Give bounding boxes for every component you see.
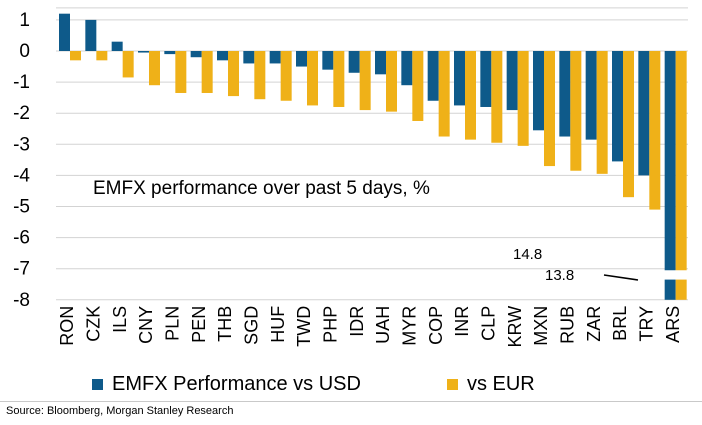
legend-item-usd: EMFX Performance vs USD: [92, 373, 361, 396]
legend-swatch-eur: [446, 378, 458, 390]
bar-eur-mxn: [544, 51, 555, 167]
axis-break: [660, 270, 691, 280]
legend: EMFX Performance vs USD vs EUR: [92, 369, 652, 399]
x-tick-label: PHP: [321, 306, 341, 343]
x-tick-label: THB: [215, 306, 235, 342]
x-tick-label: BRL: [610, 306, 630, 341]
bar-eur-twd: [307, 51, 318, 106]
y-tick-label: -2: [13, 103, 30, 124]
bar-usd-pln: [164, 51, 176, 55]
bar-eur-brl: [623, 51, 634, 198]
bar-eur-php: [333, 51, 345, 107]
bar-eur-cny: [149, 51, 160, 86]
bar-usd-ils: [111, 41, 123, 51]
annotation-leader-line: [603, 274, 639, 281]
bar-eur-uah: [386, 51, 397, 112]
bar-eur-huf: [280, 51, 292, 101]
x-tick-label: PEN: [189, 306, 209, 343]
bar-eur-sgd: [254, 51, 266, 100]
x-tick-label: ZAR: [584, 306, 604, 342]
y-tick-label: -6: [13, 228, 30, 249]
bar-usd-czk: [85, 19, 97, 51]
x-tick-label: ILS: [110, 306, 130, 333]
y-tick-label: -1: [13, 72, 30, 93]
y-tick-label: -5: [13, 197, 30, 218]
x-tick-label: CLP: [479, 306, 499, 341]
bar-usd-inr: [454, 51, 465, 106]
bar-usd-myr: [401, 51, 413, 86]
bar-usd-ron: [59, 13, 70, 51]
y-tick-label: -3: [13, 134, 30, 155]
bar-eur-try: [649, 51, 661, 210]
x-tick-label: PLN: [163, 306, 183, 341]
bar-usd-uah: [375, 51, 386, 75]
y-tick-label: -7: [13, 259, 30, 280]
chart-title: EMFX performance over past 5 days, %: [93, 178, 430, 199]
bar-eur-czk: [96, 51, 108, 61]
value-label-eur-ars: 13.8: [545, 267, 574, 284]
x-tick-label: RUB: [558, 306, 578, 344]
bar-usd-sgd: [243, 51, 255, 64]
source-note: Source: Bloomberg, Morgan Stanley Resear…: [6, 405, 234, 417]
bar-usd-cop: [427, 51, 439, 101]
bar-eur-thb: [228, 51, 239, 97]
y-tick-label: -8: [13, 290, 30, 311]
bar-usd-php: [322, 51, 334, 70]
x-tick-label: RON: [57, 306, 77, 346]
x-tick-label: INR: [452, 306, 472, 337]
bar-usd-ars: [664, 51, 676, 300]
legend-label-eur: vs EUR: [466, 372, 535, 395]
x-tick-label: MXN: [531, 306, 551, 346]
bar-eur-ars: [675, 51, 687, 300]
value-label-usd-ars: 14.8: [513, 246, 542, 263]
bar-usd-huf: [269, 51, 281, 64]
bar-eur-zar: [596, 51, 608, 174]
bar-usd-mxn: [533, 51, 544, 131]
x-tick-label: IDR: [347, 306, 367, 337]
bar-usd-thb: [217, 51, 228, 61]
source-divider: [0, 401, 702, 402]
bar-eur-myr: [412, 51, 424, 121]
x-tick-label: HUF: [268, 306, 288, 343]
x-tick-label: ARS: [663, 306, 683, 343]
bar-usd-krw: [506, 51, 518, 111]
x-tick-label: SGD: [242, 306, 262, 345]
bar-usd-idr: [348, 51, 360, 73]
x-tick-label: TRY: [637, 306, 657, 342]
bar-usd-cny: [138, 51, 149, 53]
bar-eur-ron: [70, 51, 81, 61]
x-tick-label: MYR: [400, 306, 420, 346]
bar-usd-rub: [559, 51, 571, 137]
legend-swatch-usd: [92, 378, 103, 390]
bar-eur-krw: [517, 51, 529, 146]
legend-item-eur: vs EUR: [446, 372, 535, 396]
y-tick-label: 0: [19, 41, 30, 62]
bar-usd-twd: [296, 51, 307, 67]
bar-chart: 1 0 -1 -2 -3 -4 -5 -6 -7 -8 RON CZK ILS CNY PLN PEN THB S…: [13, 7, 691, 348]
bar-usd-try: [638, 51, 650, 176]
y-tick-label: 1: [19, 10, 30, 31]
bar-eur-ils: [122, 51, 134, 78]
bar-usd-pen: [190, 51, 202, 58]
bar-usd-brl: [612, 51, 623, 162]
bar-eur-inr: [465, 51, 476, 140]
legend-label-usd: EMFX Performance vs USD: [112, 372, 361, 395]
x-tick-label: UAH: [373, 306, 393, 344]
x-tick-label: CZK: [84, 306, 104, 342]
y-tick-label: -4: [13, 165, 30, 186]
bar-eur-pln: [175, 51, 187, 93]
x-tick-label: TWD: [294, 306, 314, 347]
x-tick-label: CNY: [136, 306, 156, 344]
bar-eur-rub: [570, 51, 582, 171]
bar-usd-clp: [480, 51, 492, 107]
x-tick-label: KRW: [505, 306, 525, 348]
bar-eur-idr: [359, 51, 371, 111]
bar-usd-zar: [585, 51, 597, 140]
x-tick-label: COP: [426, 306, 446, 345]
bar-eur-clp: [491, 51, 503, 143]
bar-eur-cop: [438, 51, 450, 137]
bar-eur-pen: [201, 51, 213, 93]
